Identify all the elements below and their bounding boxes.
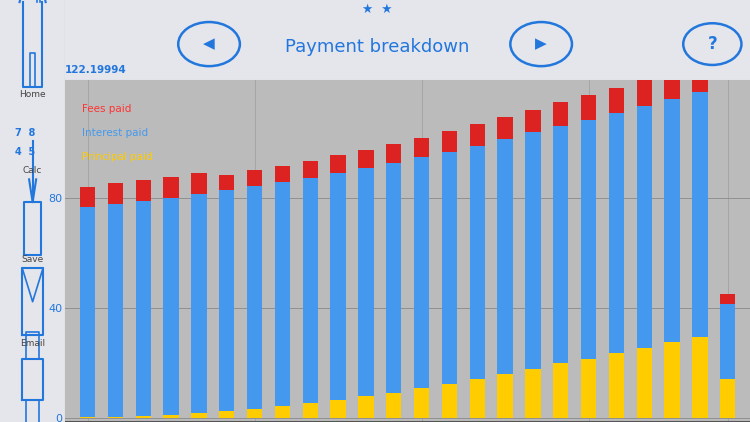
Bar: [692, 92, 707, 337]
Bar: [80, 187, 95, 207]
Bar: [136, 200, 151, 416]
Bar: [525, 110, 541, 133]
Bar: [191, 173, 206, 194]
Bar: [637, 348, 652, 418]
Bar: [191, 194, 206, 413]
Bar: [108, 204, 123, 417]
Bar: [80, 417, 95, 418]
Bar: [274, 182, 290, 406]
Bar: [664, 342, 680, 418]
Text: ★  ★: ★ ★: [362, 3, 392, 16]
Bar: [386, 144, 401, 163]
Bar: [637, 81, 652, 106]
Bar: [136, 180, 151, 200]
Text: Email: Email: [20, 339, 45, 349]
Bar: [302, 161, 318, 178]
Bar: [609, 113, 624, 353]
Bar: [164, 177, 178, 197]
Bar: [442, 384, 457, 418]
Text: Calc: Calc: [23, 166, 42, 176]
Bar: [720, 294, 736, 304]
Bar: [302, 403, 318, 418]
Text: Save: Save: [22, 255, 44, 264]
Bar: [414, 138, 429, 157]
Text: Fees paid: Fees paid: [82, 104, 131, 114]
Text: 4  5: 4 5: [15, 147, 35, 157]
Bar: [581, 119, 596, 359]
Text: 7  8: 7 8: [14, 128, 35, 138]
Bar: [247, 186, 262, 409]
Bar: [358, 149, 374, 168]
Bar: [692, 337, 707, 418]
Bar: [219, 411, 234, 418]
Bar: [164, 415, 178, 418]
Bar: [637, 106, 652, 348]
Bar: [414, 389, 429, 418]
Bar: [609, 353, 624, 418]
Bar: [302, 178, 318, 403]
Bar: [331, 173, 346, 400]
Bar: [331, 400, 346, 418]
Bar: [247, 170, 262, 186]
Bar: [191, 413, 206, 418]
Bar: [720, 379, 736, 418]
Bar: [581, 359, 596, 418]
Bar: [553, 126, 568, 363]
Bar: [525, 369, 541, 418]
Text: Interest paid: Interest paid: [82, 128, 148, 138]
Bar: [442, 131, 457, 151]
Bar: [108, 417, 123, 418]
Bar: [164, 197, 178, 415]
Bar: [581, 95, 596, 119]
Bar: [358, 168, 374, 396]
Bar: [274, 166, 290, 182]
Bar: [136, 416, 151, 418]
Text: ▶: ▶: [536, 37, 547, 51]
Bar: [386, 392, 401, 418]
Bar: [664, 99, 680, 342]
Bar: [331, 155, 346, 173]
Bar: [442, 151, 457, 384]
Text: ◀: ◀: [203, 37, 215, 51]
Bar: [247, 409, 262, 418]
Bar: [386, 163, 401, 392]
Bar: [525, 133, 541, 369]
Bar: [219, 189, 234, 411]
Bar: [692, 66, 707, 92]
Bar: [497, 374, 513, 418]
Bar: [108, 183, 123, 204]
Text: 122.19994: 122.19994: [65, 65, 127, 75]
Bar: [497, 139, 513, 374]
Bar: [470, 379, 484, 418]
Text: Home: Home: [20, 90, 46, 100]
Bar: [497, 117, 513, 139]
Bar: [219, 175, 234, 189]
Bar: [358, 396, 374, 418]
Bar: [553, 102, 568, 126]
Bar: [470, 124, 484, 146]
Text: Principal paid: Principal paid: [82, 151, 153, 162]
Bar: [274, 406, 290, 418]
Text: ?: ?: [707, 35, 717, 53]
Bar: [720, 304, 736, 379]
Bar: [414, 157, 429, 389]
Bar: [470, 146, 484, 379]
Text: Payment breakdown: Payment breakdown: [284, 38, 469, 56]
Bar: [553, 363, 568, 418]
Bar: [609, 88, 624, 113]
Bar: [80, 207, 95, 417]
Bar: [664, 73, 680, 99]
